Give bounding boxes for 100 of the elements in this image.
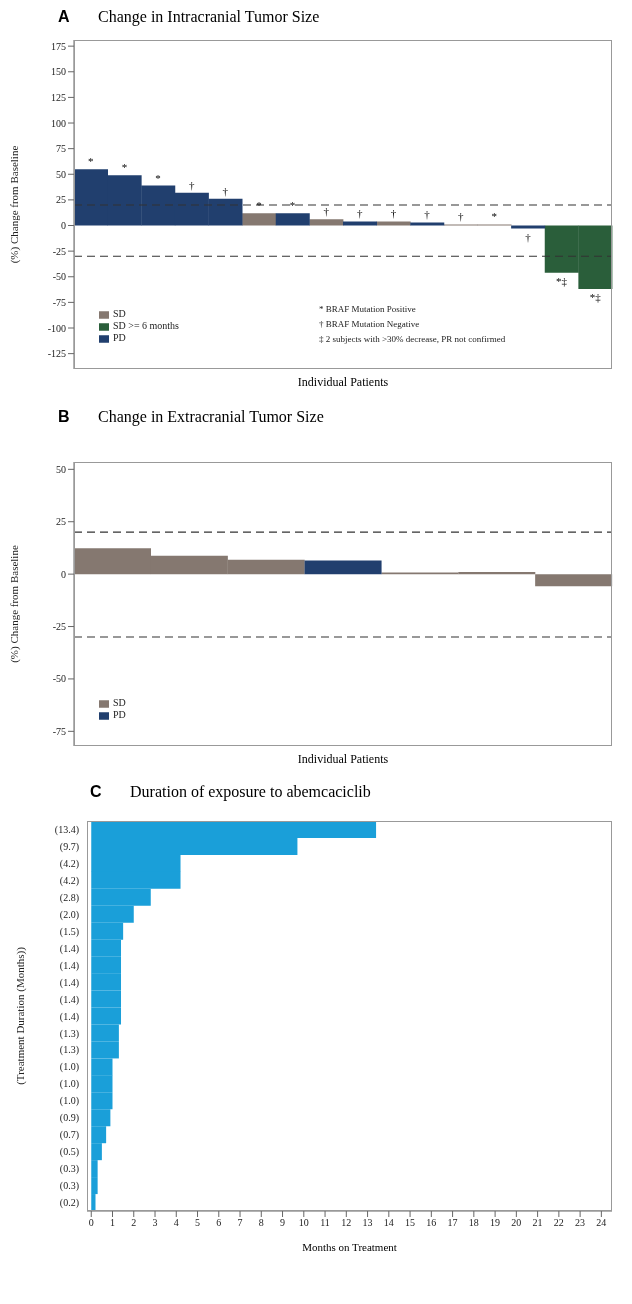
x-tick-label: 5 [195, 1217, 201, 1229]
x-tick-label: 4 [173, 1217, 179, 1229]
text: † [323, 205, 329, 218]
text: † [390, 207, 397, 220]
annotation: † BRAF Mutation Negative [319, 318, 421, 331]
y-tick-label: 25 [56, 516, 66, 528]
x-tick-label: 23 [575, 1217, 586, 1229]
y-tick-label: (1.4) [59, 993, 79, 1006]
text: * [256, 199, 262, 212]
y-tick-label: -125 [47, 348, 66, 360]
y-tick-label: 50 [56, 168, 66, 180]
text: *‡ [589, 291, 601, 304]
x-tick-label: 2 [131, 1217, 137, 1229]
x-tick-label: 13 [362, 1217, 373, 1229]
text: * [491, 210, 498, 223]
text: A [58, 8, 71, 26]
y-tick-label: (1.4) [59, 976, 79, 989]
x-tick-label: 11 [320, 1217, 330, 1229]
text: * [155, 171, 161, 184]
y-axis-title: (%) Change from Baseline [7, 545, 21, 663]
text: * [289, 199, 296, 212]
text: *‡ [556, 274, 568, 287]
chart-title: Change in Intracranial Tumor Size [98, 8, 320, 26]
x-tick-label: 6 [216, 1217, 222, 1229]
x-axis-title: Individual Patients [296, 752, 390, 767]
y-tick-label: -75 [52, 296, 66, 308]
y-tick-label: 150 [51, 66, 66, 78]
y-tick-label: 75 [56, 143, 66, 155]
annotation: * BRAF Mutation Positive [319, 303, 417, 316]
x-axis-title: Months on Treatment [301, 1241, 398, 1253]
y-tick-label: (1.5) [59, 925, 79, 938]
y-tick-label: (0.3) [59, 1163, 79, 1176]
chart-title: Duration of exposure to abemcaciclib [130, 783, 371, 801]
x-tick-label: 14 [383, 1217, 394, 1229]
text: * [88, 155, 94, 168]
text: † [457, 210, 464, 223]
legend-label: SD [113, 697, 126, 708]
x-tick-label: 1 [110, 1217, 116, 1229]
y-tick-label: (0.3) [59, 1180, 79, 1193]
text: † [222, 184, 229, 197]
legend-label: PD [113, 332, 126, 343]
x-tick-label: 9 [280, 1217, 286, 1229]
y-tick-label: 50 [56, 463, 66, 475]
y-tick-label: -25 [52, 621, 66, 633]
y-tick-label: (0.2) [59, 1197, 79, 1210]
y-axis-title: (%) Change from Baseline [7, 145, 21, 264]
y-tick-label: (4.2) [59, 857, 79, 870]
x-axis-title: Individual Patients [296, 375, 390, 390]
y-tick-label: (0.5) [59, 1146, 79, 1159]
text: † [188, 178, 195, 191]
x-tick-label: 17 [447, 1217, 458, 1229]
chart-title: Change in Extracranial Tumor Size [98, 408, 324, 426]
y-tick-label: (1.4) [59, 1010, 79, 1023]
y-tick-label: -100 [47, 322, 66, 334]
y-tick-label: 100 [51, 117, 66, 129]
annotation: ‡ 2 subjects with >30% decrease, PR not confirmed [319, 333, 506, 346]
legend-label: SD [113, 308, 126, 319]
text: * [121, 161, 128, 174]
y-tick-label: (1.0) [59, 1078, 79, 1091]
text: † [357, 207, 363, 220]
y-tick-label: (1.0) [59, 1061, 79, 1074]
x-tick-label: 12 [341, 1217, 352, 1229]
y-tick-label: (1.0) [59, 1095, 79, 1108]
text: B [58, 408, 71, 426]
y-tick-label: 25 [56, 194, 66, 206]
y-tick-label: -25 [52, 245, 66, 257]
x-tick-label: 19 [490, 1217, 501, 1229]
y-tick-label: (1.3) [59, 1027, 79, 1040]
y-tick-label: (1.4) [59, 942, 79, 955]
x-tick-label: 8 [258, 1217, 264, 1229]
legend-label: SD >= 6 months [113, 320, 180, 331]
text: C [90, 783, 103, 801]
y-tick-label: (4.2) [59, 874, 79, 887]
y-tick-label: (13.4) [54, 824, 79, 837]
y-tick-label: -50 [52, 271, 66, 283]
x-tick-label: 21 [532, 1217, 543, 1229]
y-tick-label: (1.3) [59, 1044, 79, 1057]
x-tick-label: 24 [596, 1217, 607, 1229]
y-tick-label: 175 [51, 40, 66, 52]
x-tick-label: 3 [152, 1217, 158, 1229]
y-tick-label: 0 [61, 220, 66, 232]
x-tick-label: 10 [298, 1217, 309, 1229]
x-tick-label: 16 [426, 1217, 437, 1229]
y-tick-label: 125 [51, 91, 66, 103]
y-tick-label: (1.4) [59, 959, 79, 972]
x-tick-label: 7 [237, 1217, 243, 1229]
y-tick-label: -75 [52, 725, 66, 737]
x-tick-label: 20 [511, 1217, 522, 1229]
x-tick-label: 18 [468, 1217, 479, 1229]
text: † [424, 208, 430, 221]
y-tick-label: (0.9) [59, 1112, 79, 1125]
text: † [525, 230, 531, 243]
y-tick-label: (0.7) [59, 1129, 79, 1142]
legend-label: PD [113, 709, 126, 720]
y-tick-label: (2.8) [59, 891, 79, 904]
y-tick-label: -50 [52, 673, 66, 685]
x-tick-label: 15 [405, 1217, 416, 1229]
y-axis-title: (Treatment Duration (Months)) [13, 946, 27, 1085]
y-tick-label: 0 [61, 568, 66, 580]
y-tick-label: (9.7) [59, 840, 79, 853]
